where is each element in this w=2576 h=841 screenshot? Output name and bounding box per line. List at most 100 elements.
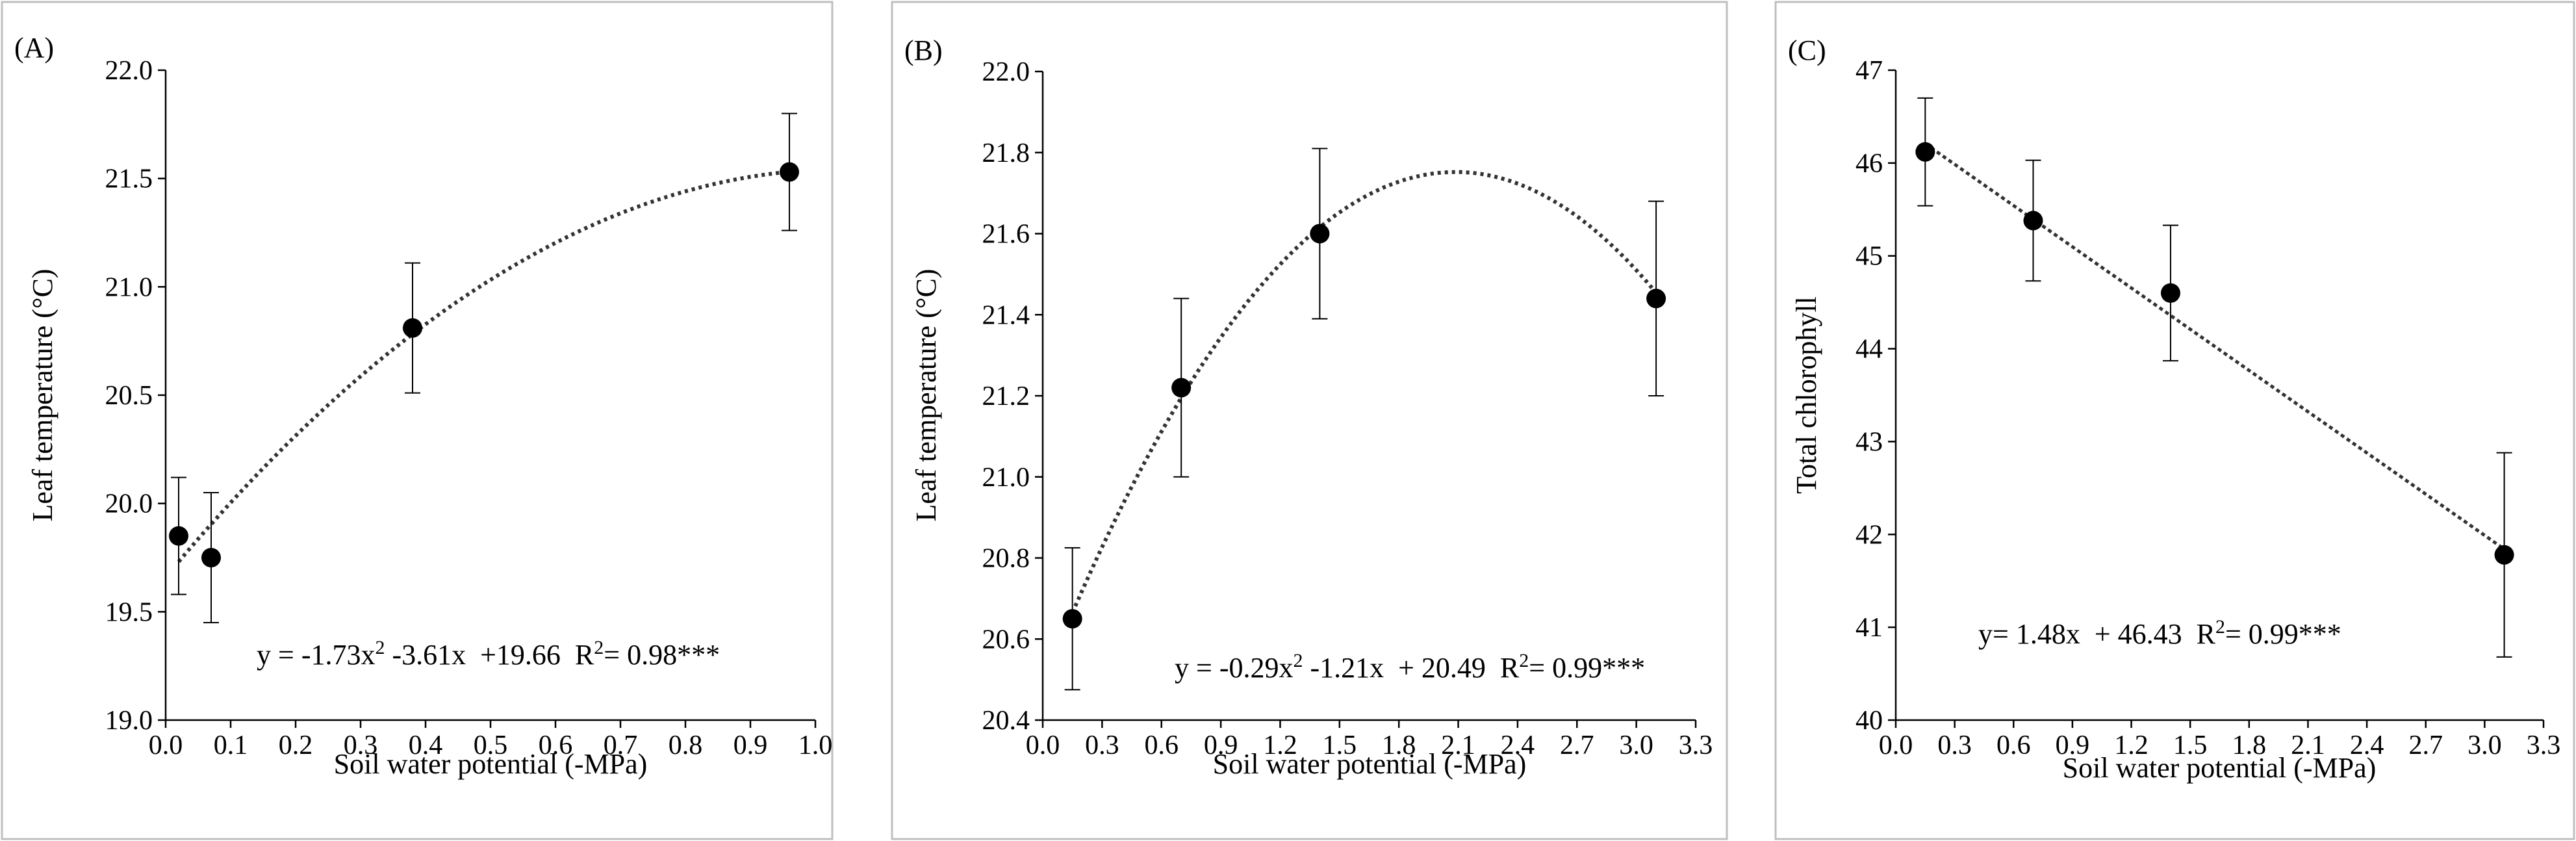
panel-a-data-points [169, 112, 799, 623]
y-tick-label: 19.0 [105, 706, 153, 736]
panel-a-y-title: Leaf temperature (°C) [27, 269, 58, 522]
panel-a-frame [1, 1, 834, 840]
x-tick-label: 1.2 [1263, 731, 1297, 760]
point-marker [1062, 609, 1082, 629]
y-tick-label: 22.0 [105, 56, 153, 86]
y-tick-label: 20.4 [982, 706, 1030, 736]
x-tick-label: 0.6 [1144, 731, 1179, 760]
point-marker [1915, 142, 1935, 162]
panel-a-label: (A) [14, 32, 54, 64]
x-tick-label: 0.3 [1937, 731, 1972, 760]
y-tick-label: 41 [1855, 613, 1883, 643]
x-tick-label: 0.0 [1026, 731, 1060, 760]
x-tick-label: 0.4 [409, 731, 443, 760]
y-tick-label: 21.6 [982, 220, 1030, 250]
x-tick-label: 0.8 [669, 731, 703, 760]
y-tick-label: 21.0 [982, 463, 1030, 493]
panel-b-x-ticks: 0.0 0.3 0.6 0.9 1.2 1.5 1.8 2.1 2.4 2.7 3.0 3.3 [1026, 720, 1713, 760]
x-tick-label: 0.7 [604, 731, 638, 760]
x-tick-label: 1.8 [2232, 731, 2267, 760]
x-tick-label: 1.8 [1382, 731, 1416, 760]
data-point [1062, 547, 1082, 691]
x-tick-label: 3.3 [2527, 731, 2561, 760]
x-tick-label: 1.2 [2114, 731, 2149, 760]
panel-c: (C) 40 41 42 43 44 45 46 47 0.0 0.3 0.6 0.9 1.2 1.5 1… [1774, 1, 2575, 840]
panel-c-y-title: Total chlorophyll [1791, 296, 1822, 494]
data-point [1915, 97, 1935, 207]
panel-b: (B) 20.4 20.6 20.8 21.0 21.2 21.4 21.6 21.8 22.0… [891, 1, 1728, 840]
panel-b-equation: y = -0.29x2 -1.21x + 20.49 R2= 0.99*** [1175, 650, 1645, 684]
point-marker [1310, 224, 1330, 244]
panel-b-data-points [1062, 148, 1666, 691]
panel-c-frame [1774, 1, 2575, 840]
panel-a: (A) 19.019.520.020.521.021.522.0 0.0 0.1 0… [1, 1, 834, 840]
x-tick-label: 3.3 [1679, 731, 1713, 760]
x-tick-label: 2.7 [1560, 731, 1594, 760]
y-tick-label: 20.5 [105, 381, 153, 411]
x-tick-label: 0.2 [279, 731, 313, 760]
x-tick-label: 0.9 [733, 731, 768, 760]
data-point [403, 262, 422, 394]
point-marker [2494, 545, 2514, 565]
point-marker [1646, 289, 1666, 309]
y-tick-label: 19.5 [105, 597, 153, 627]
point-marker [2023, 211, 2043, 231]
panel-b-frame [891, 1, 1728, 840]
x-tick-label: 0.6 [1996, 731, 2031, 760]
panel-b-x-title: Soil water potential (-MPa) [1213, 748, 1527, 780]
panel-a-y-ticks: 19.0 19.5 20.0 20.5 21.0 21.5 22.0 [105, 56, 166, 736]
y-tick-label: 20.6 [982, 625, 1030, 654]
x-tick-label: 2.4 [1501, 731, 1535, 760]
data-point [2160, 224, 2180, 362]
data-point [2494, 452, 2514, 658]
y-tick-label: 42 [1855, 520, 1883, 550]
y-tick-label: 40 [1855, 706, 1883, 736]
y-tick-label: 21.5 [105, 164, 153, 194]
panel-b-label: (B) [904, 34, 943, 66]
y-tick-label: 20.8 [982, 544, 1030, 574]
point-marker [1171, 378, 1192, 398]
x-tick-label: 0.1 [214, 731, 248, 760]
data-point [780, 112, 799, 231]
panel-b-y-title: Leaf temperature (°C) [910, 269, 942, 522]
y-tick-label: 21.0 [105, 272, 153, 302]
point-marker [780, 162, 799, 182]
data-point [2023, 159, 2043, 282]
x-tick-label: 1.5 [2173, 731, 2208, 760]
panel-c-trendline [1924, 142, 2506, 550]
x-tick-label: 0.9 [1204, 731, 1238, 760]
data-point [1171, 298, 1192, 478]
y-tick-label: 45 [1855, 242, 1883, 272]
panel-a-x-ticks: 0.0 0.1 0.2 0.3 0.4 0.5 0.6 0.7 0.8 0.9 1.0 [149, 720, 832, 760]
x-tick-label: 0.9 [2056, 731, 2090, 760]
x-tick-label: 2.7 [2408, 731, 2443, 760]
panel-c-label: (C) [1788, 34, 1826, 66]
y-tick-label: 20.0 [105, 489, 153, 519]
y-tick-label: 21.2 [982, 382, 1030, 411]
data-point [1310, 148, 1330, 320]
y-tick-label: 43 [1855, 427, 1883, 457]
panel-a-equation: y = -1.73x2 -3.61x +19.66 R2= 0.98*** [257, 637, 720, 671]
data-point [1646, 200, 1666, 396]
y-tick-label: 21.4 [982, 300, 1030, 330]
x-tick-label: 1.5 [1323, 731, 1357, 760]
data-point [169, 476, 188, 595]
y-tick-label: 21.8 [982, 138, 1030, 168]
panel-a-trendline [177, 170, 790, 563]
point-marker [201, 548, 221, 567]
panel-a-x-title: Soil water potential (-MPa) [334, 748, 648, 780]
panel-b-y-ticks: 20.4 20.6 20.8 21.0 21.2 21.4 21.6 21.8 22.0 [982, 57, 1043, 736]
panel-b-trendline [1070, 170, 1658, 614]
x-tick-label: 0.6 [539, 731, 573, 760]
x-tick-label: 2.1 [2291, 731, 2325, 760]
panel-c-x-title: Soil water potential (-MPa) [2063, 752, 2377, 784]
x-tick-label: 0.5 [474, 731, 508, 760]
x-tick-label: 2.1 [1441, 731, 1475, 760]
x-tick-label: 2.4 [2350, 731, 2384, 760]
panel-c-x-ticks: 0.0 0.3 0.6 0.9 1.2 1.5 1.8 2.1 2.4 2.7 3.0 3.3 [1879, 720, 2561, 760]
x-tick-label: 3.0 [2468, 731, 2502, 760]
point-marker [403, 318, 422, 338]
data-point [201, 492, 221, 623]
